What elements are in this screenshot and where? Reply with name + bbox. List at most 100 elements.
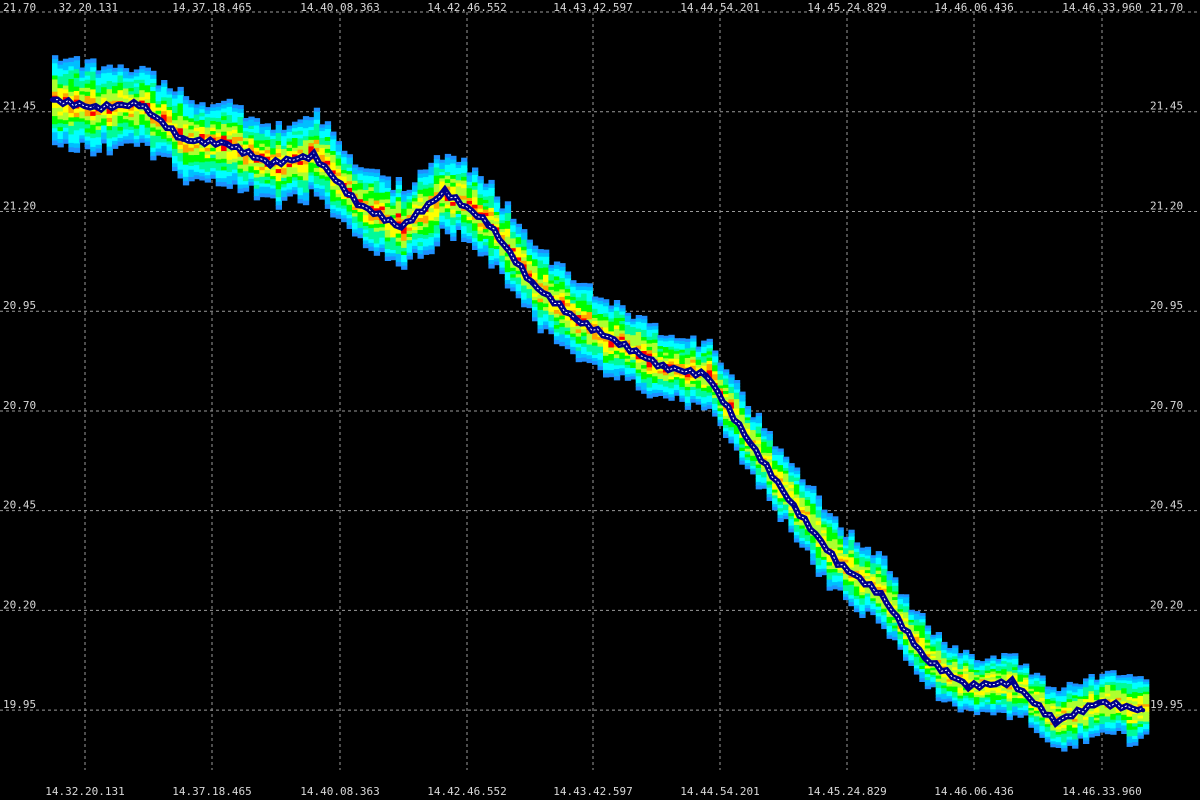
heatmap-cell (793, 501, 801, 506)
heatmap-cell (521, 246, 528, 251)
heatmap-cell (1104, 719, 1112, 723)
heatmap-cell (1088, 699, 1095, 704)
heatmap-cell (733, 399, 741, 403)
heatmap-cell (1072, 683, 1079, 687)
heatmap-cell (864, 587, 872, 592)
heatmap-cell (586, 333, 593, 338)
heatmap-cell (712, 350, 719, 355)
heatmap-cell (919, 616, 926, 620)
heatmap-cell (1115, 675, 1122, 679)
heatmap-cell (504, 280, 512, 285)
heatmap-cell (90, 76, 97, 82)
heatmap-cell (1143, 726, 1150, 730)
heatmap-cell (837, 527, 844, 531)
heatmap-cell (586, 286, 593, 292)
heatmap-cell (521, 285, 528, 290)
heatmap-cell (166, 132, 173, 136)
heatmap-cell (913, 616, 921, 621)
heatmap-cell (417, 177, 424, 183)
heatmap-cell (903, 603, 910, 607)
heatmap-cell (543, 278, 550, 283)
heatmap-cell (128, 113, 135, 118)
heatmap-cell (744, 417, 752, 421)
heatmap-cell (248, 129, 255, 133)
heatmap-cell (586, 308, 593, 313)
heatmap-cell (68, 142, 75, 148)
heatmap-cell (221, 151, 228, 156)
heatmap-cell (472, 223, 479, 228)
heatmap-cell (635, 359, 642, 364)
heatmap-cell (1066, 681, 1073, 686)
heatmap-cell (112, 137, 119, 142)
heatmap-cell (232, 173, 239, 178)
heatmap-cell (641, 386, 648, 391)
heatmap-cell (292, 141, 299, 146)
heatmap-cell (913, 611, 921, 615)
heatmap-cell (690, 347, 697, 352)
heatmap-cell (422, 169, 430, 174)
heatmap-cell (608, 324, 615, 329)
heatmap-cell (941, 658, 948, 662)
heatmap-cell (870, 603, 877, 607)
heatmap-cell (275, 189, 282, 194)
heatmap-cell (657, 354, 664, 358)
heatmap-cell (592, 345, 599, 350)
heatmap-cell (352, 222, 359, 227)
heatmap-cell (1126, 713, 1133, 718)
heatmap-cell (537, 325, 544, 330)
heatmap-cell (330, 143, 337, 148)
heatmap-cell (1072, 715, 1079, 720)
heatmap-cell (701, 397, 708, 401)
heatmap-cell (499, 249, 506, 254)
heatmap-cell (881, 578, 888, 583)
heatmap-cell (772, 446, 779, 450)
heatmap-cell (73, 143, 81, 149)
heatmap-cell (553, 310, 561, 315)
heatmap-cell (210, 134, 217, 139)
heatmap-cell (461, 230, 468, 235)
heatmap-cell (79, 87, 86, 92)
heatmap-cell (1110, 725, 1117, 729)
heatmap-cell (466, 172, 473, 177)
heatmap-cell (859, 604, 866, 609)
heatmap-cell (1088, 679, 1095, 684)
heatmap-cell (755, 416, 762, 421)
y-tick-label-right: 21.45 (1150, 100, 1183, 113)
heatmap-cell (1066, 739, 1073, 744)
heatmap-cell (188, 173, 195, 178)
heatmap-cell (1055, 714, 1062, 718)
heatmap-cell (308, 146, 315, 151)
heatmap-cell (684, 351, 692, 356)
heatmap-cell (264, 176, 271, 181)
heatmap-cell (444, 219, 452, 224)
heatmap-cell (297, 187, 304, 192)
heatmap-cell (592, 333, 599, 338)
heatmap-cell (963, 652, 970, 656)
heatmap-cell (848, 533, 855, 538)
heatmap-cell (504, 276, 512, 281)
heatmap-cell (755, 437, 762, 442)
heatmap-cell (472, 186, 479, 191)
heatmap-cell (635, 345, 642, 350)
heatmap-cell (1093, 725, 1101, 729)
heatmap-cell (450, 171, 457, 176)
heatmap-cell (581, 290, 588, 295)
heatmap-cell (608, 341, 615, 345)
heatmap-cell (810, 546, 817, 551)
heatmap-cell (335, 148, 342, 153)
heatmap-cell (695, 396, 702, 400)
heatmap-cell (663, 355, 670, 359)
heatmap-cell (761, 450, 768, 454)
heatmap-cell (799, 528, 806, 533)
heatmap-cell (95, 70, 102, 75)
heatmap-cell (930, 653, 937, 657)
heatmap-cell (90, 142, 97, 148)
heatmap-cell (412, 236, 419, 241)
heatmap-cell (1115, 727, 1122, 731)
heatmap-cell (684, 406, 692, 410)
heatmap-cell (1033, 708, 1041, 712)
heatmap-cell (281, 197, 288, 201)
heatmap-cell (744, 465, 752, 470)
heatmap-cell (275, 129, 282, 134)
heatmap-cell (777, 498, 784, 503)
